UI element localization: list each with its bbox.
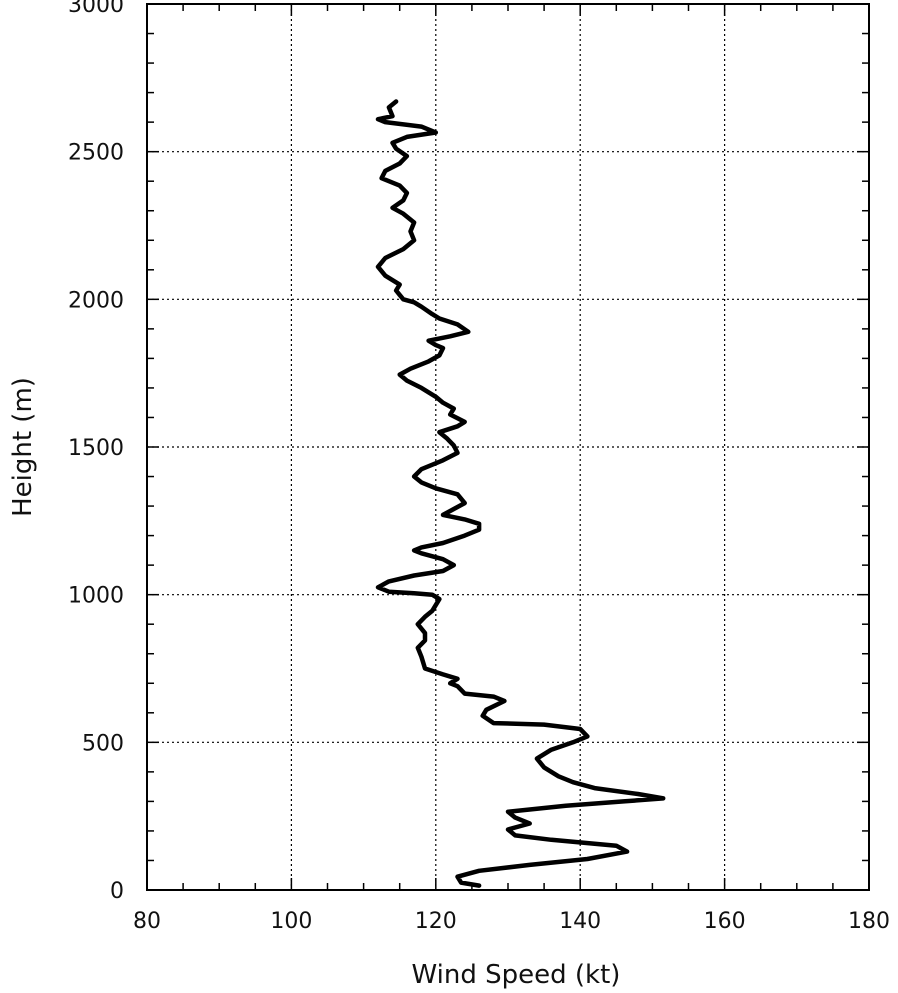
y-tick-label: 2500: [68, 141, 124, 166]
x-tick-label: 80: [133, 909, 161, 934]
y-axis-title: Height (m): [8, 377, 38, 517]
wind-speed-profile-line: [375, 99, 666, 888]
y-tick-label: 500: [82, 731, 124, 756]
x-tick-labels: 80 100 120 140 160 180: [133, 909, 890, 934]
grid-lines: [147, 4, 869, 890]
y-tick-label: 2000: [68, 288, 124, 313]
y-tick-label: 1000: [68, 584, 124, 609]
y-tick-label: 3000: [68, 0, 124, 18]
plot-frame: [146, 3, 870, 891]
x-axis-title: Wind Speed (kt): [412, 960, 621, 990]
x-tick-label: 140: [559, 909, 601, 934]
x-tick-label: 120: [415, 909, 457, 934]
y-tick-labels: 0 500 1000 1500 2000 2500 3000: [68, 0, 124, 904]
y-tick-label: 0: [110, 879, 124, 904]
x-tick-label: 100: [270, 909, 312, 934]
y-tick-label: 1500: [68, 436, 124, 461]
x-tick-label: 180: [848, 909, 890, 934]
x-tick-label: 160: [704, 909, 746, 934]
